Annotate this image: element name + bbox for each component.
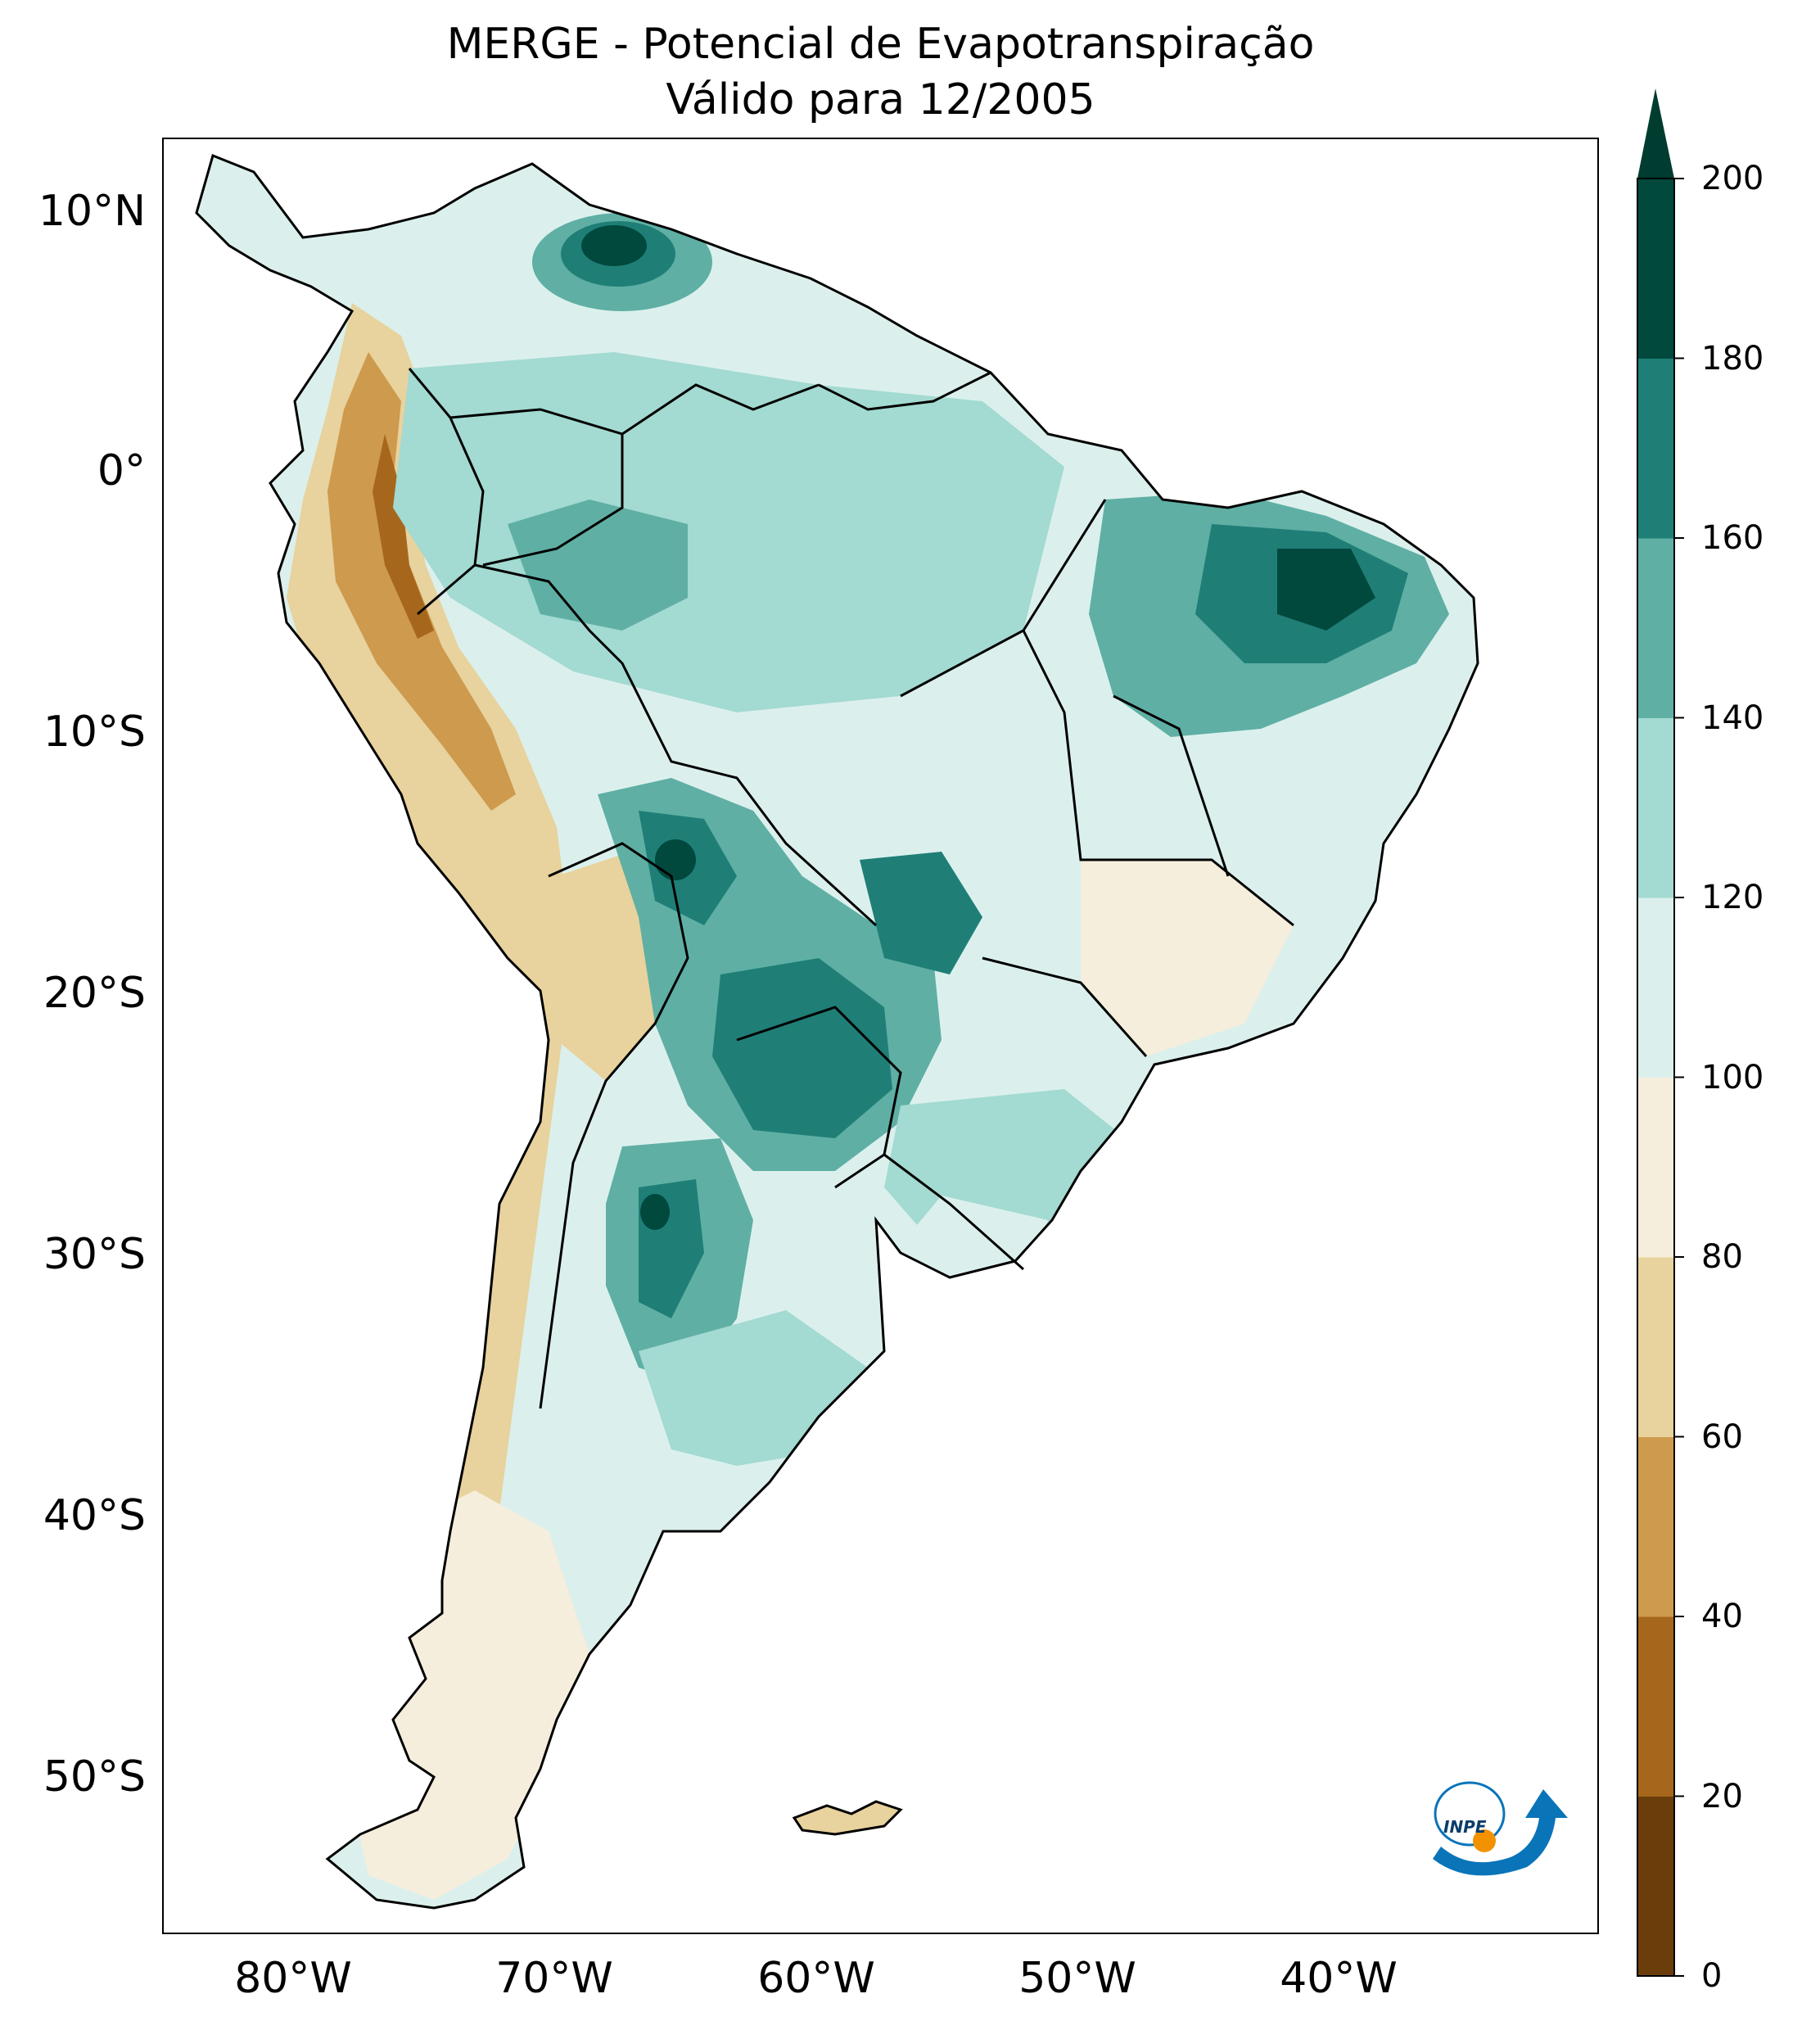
colorbar-segment (1637, 1077, 1674, 1258)
colorbar-tick-label: 120 (1701, 879, 1764, 916)
northeast-core (1277, 549, 1375, 631)
border-colombia-brazil (449, 408, 624, 567)
lon-label-40w: 40°W (1280, 1954, 1398, 2003)
colorbar-segment (1637, 1436, 1674, 1617)
lon-label-80w: 80°W (234, 1954, 352, 2003)
andes-peak (373, 434, 434, 639)
colorbar-tick-label: 100 (1701, 1058, 1764, 1096)
colorbar-segment (1637, 179, 1674, 359)
lat-label-50s: 50°S (43, 1752, 146, 1802)
colorbar-tick-label: 160 (1701, 519, 1764, 557)
lat-label-10n: 10°N (38, 187, 146, 236)
colorbar-segment (1637, 1796, 1674, 1977)
minas-light (1081, 860, 1294, 1056)
colorbar-tick-label: 0 (1701, 1957, 1723, 1995)
patagonia (352, 1490, 589, 1900)
colorbar-extend-arrow (1637, 88, 1674, 179)
uruguay-coast (1015, 1253, 1097, 1302)
map-subtitle: Válido para 12/2005 (666, 75, 1095, 124)
amazon-patch (508, 500, 688, 631)
colorbar-ticks (1674, 178, 1684, 1977)
border-argentina-uruguay (883, 1153, 1024, 1271)
border-brazil-states-a (1022, 630, 1294, 927)
colorbar-tick-label: 140 (1701, 699, 1764, 737)
colorbar-frame (1637, 178, 1675, 1977)
lat-label-0: 0° (97, 446, 146, 495)
lat-label-10s: 10°S (43, 708, 146, 757)
colorbar-segment (1637, 717, 1674, 898)
logo-swoosh (1433, 1789, 1568, 1876)
lat-label-40s: 40°S (43, 1491, 146, 1540)
contour-fills (287, 213, 1449, 1900)
map-title: MERGE - Potencial de Evapotranspiração (446, 20, 1315, 69)
inpe-logo: INPE (1420, 1769, 1568, 1892)
map-svg (195, 154, 1479, 1910)
colorbar-tick-label: 20 (1701, 1777, 1743, 1815)
border-chile-argentina (539, 842, 689, 1409)
lon-label-60w: 60°W (757, 1954, 875, 2003)
map-frame (162, 138, 1599, 1934)
bolivia-core (655, 839, 696, 880)
border-brazil-states-c (1113, 694, 1230, 877)
logo-ring (1434, 1781, 1506, 1847)
pantanal-mid (860, 852, 982, 974)
falkland-islands (792, 1800, 903, 1836)
border-brazil-states-d (982, 956, 1148, 1057)
llanos-core (581, 225, 647, 266)
border-peru-bolivia-brazil (474, 563, 878, 927)
colorbar-segment (1637, 358, 1674, 539)
colorbar-tick-label: 200 (1701, 160, 1764, 197)
logo-sun (1473, 1829, 1496, 1852)
paraguay-mid (712, 958, 892, 1138)
border-colombia-ecuador-peru (408, 368, 485, 616)
colorbar-segment (1637, 897, 1674, 1078)
colorbar-tick-label: 60 (1701, 1417, 1743, 1456)
colorbar-tick-label: 180 (1701, 339, 1764, 378)
colorbar-segment (1637, 1616, 1674, 1797)
argentina-core (640, 1194, 670, 1230)
lat-label-20s: 20°S (43, 969, 146, 1018)
logo-text: INPE (1443, 1817, 1487, 1837)
border-venezuela-brazil (621, 383, 820, 436)
colorbar-tick-label: 40 (1701, 1598, 1743, 1635)
lon-label-70w: 70°W (495, 1954, 613, 2003)
border-guianas (818, 371, 991, 411)
colorbar-tick-label: 80 (1701, 1238, 1743, 1276)
lat-label-30s: 30°S (43, 1230, 146, 1279)
lon-label-50w: 50°W (1018, 1954, 1136, 2003)
colorbar-segment (1637, 1257, 1674, 1437)
colorbar-segment (1637, 538, 1674, 718)
andes-band (287, 303, 573, 1777)
border-brazil-states-b (900, 499, 1107, 698)
amazon-basin (393, 352, 1064, 712)
border-paraguay (736, 1006, 902, 1189)
borders (408, 368, 1294, 1409)
andes-core (327, 352, 516, 811)
colorbar-segments (1637, 179, 1674, 1977)
